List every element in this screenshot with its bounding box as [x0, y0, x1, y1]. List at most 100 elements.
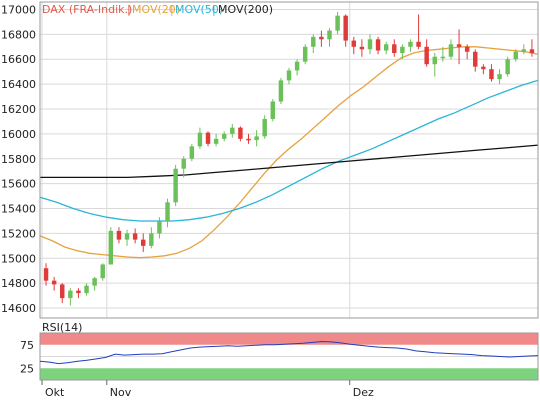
y-tick-label: 15600 [1, 178, 36, 191]
rsi-tick-label: 25 [20, 362, 34, 375]
candle-body [76, 290, 81, 294]
y-tick-label: 16600 [1, 53, 36, 66]
candle-body [141, 239, 146, 246]
candlesticks [43, 11, 535, 306]
x-axis-labels: OktNovDezJan [41, 380, 374, 399]
legend-ma50: MOV(50) [175, 3, 223, 16]
rsi-tick-label: 75 [20, 339, 34, 352]
candle-body [448, 44, 454, 57]
candle-body [416, 41, 421, 47]
candle-body [481, 66, 486, 70]
chart-legend: DAX (FRA-Indik.) | MOV(20) | MOV(50) | M… [42, 3, 273, 16]
candle-body [197, 132, 203, 147]
x-tick-label-Dez: Dez [353, 386, 374, 399]
legend-separator-3: | [212, 3, 216, 16]
candle-body [165, 202, 170, 221]
price-y-tick-labels: 14600 14800 15000 15200 15400 15600 15800 16000… [1, 3, 36, 315]
candle-body [246, 138, 251, 141]
y-tick-label: 16800 [1, 28, 36, 41]
candle-body [327, 30, 332, 40]
moving-average-lines [39, 46, 539, 259]
candle-body [116, 230, 122, 240]
y-tick-label: 16200 [1, 103, 36, 116]
y-tick-label: 15800 [1, 153, 36, 166]
candle-body [157, 220, 162, 234]
legend-separator-2: | [170, 3, 174, 16]
x-tick-label-Okt: Okt [45, 386, 65, 399]
rsi-overbought-band [40, 333, 538, 345]
candle-body [383, 44, 389, 51]
candle-body [489, 69, 494, 80]
candle-body [124, 233, 130, 240]
candle-body [270, 101, 276, 119]
y-tick-label: 15000 [1, 252, 36, 265]
candle-body [521, 49, 527, 52]
candle-body [432, 56, 437, 65]
candle-body [505, 59, 510, 75]
candle-body [392, 44, 397, 54]
y-tick-label: 14600 [1, 302, 36, 315]
candle-body [497, 74, 502, 80]
x-tick-label-Nov: Nov [110, 386, 132, 399]
candle-body [84, 285, 89, 294]
candle-body [92, 278, 97, 286]
candle-body [343, 15, 348, 41]
candle-body [43, 268, 49, 281]
ma-line-MOV(20) [39, 46, 539, 259]
candle-body [213, 138, 219, 144]
rsi-frame [39, 332, 539, 381]
candle-body [173, 168, 178, 203]
rsi-line [39, 340, 539, 365]
candle-body [181, 158, 186, 169]
y-tick-label: 14800 [1, 277, 36, 290]
price-panel-frame [39, 1, 539, 319]
candle-body [60, 284, 65, 299]
rsi-title: RSI(14) [42, 321, 82, 334]
candle-body [100, 264, 105, 279]
price-grid [40, 2, 538, 318]
candle-body [205, 132, 211, 144]
y-tick-label: 16400 [1, 78, 36, 91]
candle-body [311, 36, 316, 47]
candle-body [286, 70, 292, 81]
candle-body [51, 280, 57, 285]
candle-body [221, 133, 227, 139]
ma-line-MOV(200) [40, 144, 539, 179]
candle-body [132, 233, 138, 240]
y-tick-label: 15400 [1, 203, 36, 216]
candle-body [68, 290, 73, 299]
legend-dax: DAX (FRA-Indik.) [42, 3, 132, 16]
candle-body [262, 118, 267, 137]
candle-body [254, 136, 259, 141]
candle-body [367, 39, 373, 50]
candle-body [302, 46, 308, 62]
candle-body [440, 56, 446, 59]
y-tick-label: 15200 [1, 227, 36, 240]
y-tick-label: 17000 [1, 3, 36, 16]
legend-ma20: MOV(20) [132, 3, 180, 16]
candle-body [108, 230, 114, 265]
legend-separator-1: | [127, 3, 131, 16]
candle-body [230, 127, 235, 134]
candle-body [319, 36, 324, 40]
candle-body [424, 46, 429, 65]
rsi-panel: 25 75 [20, 332, 539, 381]
candle-body [351, 40, 357, 47]
candle-body [335, 15, 340, 31]
candle-body [408, 41, 413, 47]
candle-body [529, 49, 535, 54]
candle-body [238, 127, 243, 139]
candle-body [359, 46, 365, 50]
candle-body [473, 51, 478, 67]
rsi-oversold-band [40, 368, 538, 380]
candle-body [464, 46, 470, 52]
candle-body [513, 51, 518, 60]
candle-body [294, 61, 300, 71]
candle-body [375, 39, 381, 51]
legend-ma200: MOV(200) [218, 3, 273, 16]
ma-line-MOV(50) [39, 79, 539, 222]
candle-body [149, 233, 154, 246]
candle-body [189, 146, 195, 159]
